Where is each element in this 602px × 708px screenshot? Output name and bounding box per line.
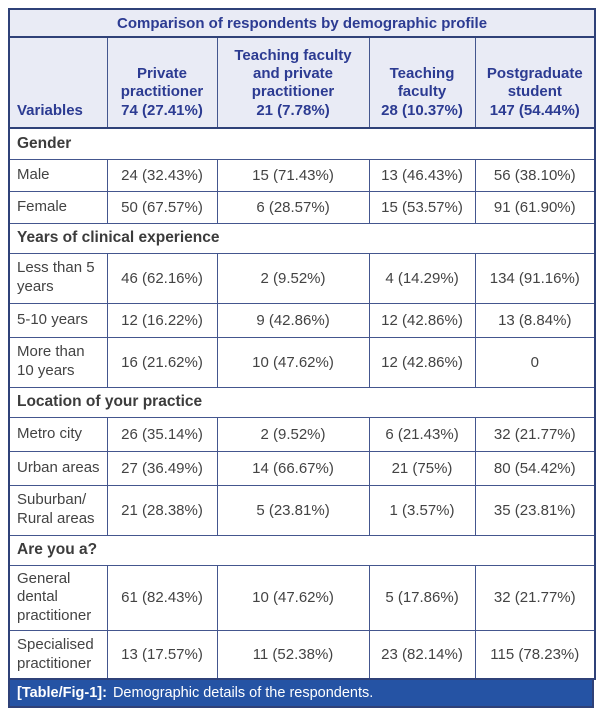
table-row: 5-10 years 12 (16.22%) 9 (42.86%) 12 (42…	[8, 302, 596, 338]
demographics-table: Comparison of respondents by demographic…	[8, 8, 597, 681]
cell-value: 12 (42.86%)	[368, 336, 476, 388]
cell-value: 56 (38.10%)	[474, 158, 596, 192]
cell-value: 13 (17.57%)	[106, 629, 218, 680]
table-row: Female 50 (67.57%) 6 (28.57%) 15 (53.57%…	[8, 190, 596, 224]
section-header-location: Location of your practice	[8, 386, 596, 418]
figure-caption-bar: [Table/Fig-1]: Demographic details of th…	[8, 680, 594, 708]
section-header-experience: Years of clinical experience	[8, 222, 596, 254]
column-count: 28 (10.37%)	[381, 101, 463, 119]
cell-value: 80 (54.42%)	[474, 450, 596, 486]
cell-value: 50 (67.57%)	[106, 190, 218, 224]
column-header-teaching-faculty: Teaching faculty 28 (10.37%)	[368, 36, 476, 129]
cell-value: 24 (32.43%)	[106, 158, 218, 192]
cell-value: 9 (42.86%)	[216, 302, 370, 338]
cell-value: 5 (17.86%)	[368, 564, 476, 631]
cell-value: 1 (3.57%)	[368, 484, 476, 536]
cell-value: 32 (21.77%)	[474, 564, 596, 631]
cell-value: 27 (36.49%)	[106, 450, 218, 486]
cell-value: 12 (42.86%)	[368, 302, 476, 338]
cell-value: 32 (21.77%)	[474, 416, 596, 452]
column-count: 74 (27.41%)	[121, 101, 203, 119]
table-row: Less than 5 years 46 (62.16%) 2 (9.52%) …	[8, 252, 596, 304]
cell-value: 4 (14.29%)	[368, 252, 476, 304]
cell-value: 2 (9.52%)	[216, 252, 370, 304]
column-label: Teaching faculty and private practitione…	[234, 46, 352, 101]
cell-value: 23 (82.14%)	[368, 629, 476, 680]
cell-value: 15 (71.43%)	[216, 158, 370, 192]
table-row: Suburban/ Rural areas 21 (28.38%) 5 (23.…	[8, 484, 596, 536]
row-label: Male	[8, 158, 108, 192]
cell-value: 134 (91.16%)	[474, 252, 596, 304]
row-label: Specialised practitioner	[8, 629, 108, 680]
table-row: Metro city 26 (35.14%) 2 (9.52%) 6 (21.4…	[8, 416, 596, 452]
table-row: More than 10 years 16 (21.62%) 10 (47.62…	[8, 336, 596, 388]
column-count: 21 (7.78%)	[256, 101, 330, 119]
column-label: Private practitioner	[120, 65, 204, 101]
row-label: Female	[8, 190, 108, 224]
cell-value: 16 (21.62%)	[106, 336, 218, 388]
row-label: Metro city	[8, 416, 108, 452]
row-label: Urban areas	[8, 450, 108, 486]
cell-value: 13 (46.43%)	[368, 158, 476, 192]
figure-tag: [Table/Fig-1]:	[17, 685, 107, 702]
table-row: Urban areas 27 (36.49%) 14 (66.67%) 21 (…	[8, 450, 596, 486]
table-title: Comparison of respondents by demographic…	[8, 8, 596, 38]
row-label: Suburban/ Rural areas	[8, 484, 108, 536]
cell-value: 13 (8.84%)	[474, 302, 596, 338]
row-label: More than 10 years	[8, 336, 108, 388]
cell-value: 5 (23.81%)	[216, 484, 370, 536]
cell-value: 115 (78.23%)	[474, 629, 596, 680]
cell-value: 61 (82.43%)	[106, 564, 218, 631]
table-row: Male 24 (32.43%) 15 (71.43%) 13 (46.43%)…	[8, 158, 596, 192]
column-header-postgraduate-student: Postgraduate student 147 (54.44%)	[474, 36, 596, 129]
section-header-are-you-a: Are you a?	[8, 534, 596, 566]
cell-value: 12 (16.22%)	[106, 302, 218, 338]
column-header-private-practitioner: Private practitioner 74 (27.41%)	[106, 36, 218, 129]
variables-header: Variables	[8, 36, 108, 129]
cell-value: 26 (35.14%)	[106, 416, 218, 452]
table-row: General dental practitioner 61 (82.43%) …	[8, 564, 596, 631]
column-label: Teaching faculty	[389, 65, 455, 101]
cell-value: 21 (75%)	[368, 450, 476, 486]
cell-value: 10 (47.62%)	[216, 336, 370, 388]
cell-value: 15 (53.57%)	[368, 190, 476, 224]
cell-value: 35 (23.81%)	[474, 484, 596, 536]
section-header-gender: Gender	[8, 127, 596, 160]
table-row: Specialised practitioner 13 (17.57%) 11 …	[8, 629, 596, 680]
figure-caption: Demographic details of the respondents.	[112, 685, 374, 702]
column-count: 147 (54.44%)	[489, 101, 580, 119]
row-label: 5-10 years	[8, 302, 108, 338]
row-label: General dental practitioner	[8, 564, 108, 631]
cell-value: 6 (21.43%)	[368, 416, 476, 452]
column-label: Postgraduate student	[486, 65, 583, 101]
cell-value: 14 (66.67%)	[216, 450, 370, 486]
column-header-teaching-and-private: Teaching faculty and private practitione…	[216, 36, 370, 129]
cell-value: 10 (47.62%)	[216, 564, 370, 631]
cell-value: 21 (28.38%)	[106, 484, 218, 536]
cell-value: 6 (28.57%)	[216, 190, 370, 224]
cell-value: 0	[474, 336, 596, 388]
cell-value: 46 (62.16%)	[106, 252, 218, 304]
column-header-row: Variables Private practitioner 74 (27.41…	[8, 36, 596, 129]
cell-value: 2 (9.52%)	[216, 416, 370, 452]
cell-value: 91 (61.90%)	[474, 190, 596, 224]
row-label: Less than 5 years	[8, 252, 108, 304]
cell-value: 11 (52.38%)	[216, 629, 370, 680]
